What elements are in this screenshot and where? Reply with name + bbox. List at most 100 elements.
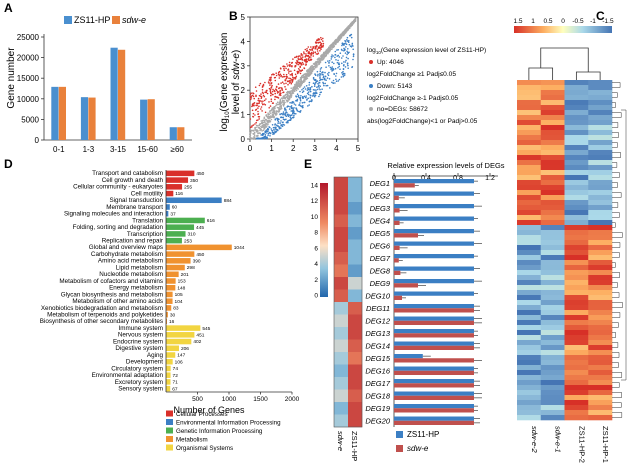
c-heatmap-cell-228 [517,365,542,371]
b-point-1099 [352,21,355,23]
c-heatmap-cell-258 [564,400,589,406]
b-point-792 [299,76,302,79]
b-point-1444 [261,102,263,104]
c-row-dendro-10 [612,182,618,188]
b-point-1040 [302,75,305,77]
b-point-1198 [249,93,252,96]
c-heatmap-cell-207 [588,335,613,341]
b-point-903 [307,70,309,73]
b-point-1395 [298,69,301,71]
d-legend-label-0: Cellular Processes [176,411,228,418]
c-heatmap-cell-102 [564,205,589,211]
b-point-1445 [269,105,272,107]
c-heatmap-cell-41 [540,130,565,136]
b-point-309 [259,129,261,132]
panel-a-legend: ZS11-HP sdw-e [64,15,146,25]
b-point-1133 [249,98,252,101]
c-heatmap-cell-52 [517,145,542,151]
b-point-1895 [279,122,281,124]
c-heatmap-cell-76 [517,175,542,181]
b-point-1408 [279,73,282,76]
c-heatmap-cell-29 [540,115,565,121]
b-point-1857 [298,110,301,113]
b-point-1580 [334,67,337,70]
c-heatmap-cell-70 [564,165,589,171]
d-xtick-label-1: 1000 [222,396,237,403]
b-point-1330 [307,46,310,48]
legend-label-1: sdw-e [122,15,146,25]
d-value-label-11: 1044 [234,245,245,251]
b-point-2008 [267,134,269,136]
d-bar-0 [166,170,195,177]
c-row-dendro-1 [612,92,618,98]
b-point-1680 [338,62,340,64]
c-heatmap-cell-11 [588,90,613,96]
b-point-859 [251,129,254,132]
b-point-1719 [306,92,309,95]
c-column-label-3: ZS11-HP-1 [601,426,610,463]
e-category-label-6: DEG7 [370,254,391,263]
b-point-1442 [303,67,306,70]
b-point-1744 [302,87,305,90]
d-xtick-label-0: 500 [192,396,203,403]
b-point-1522 [352,58,354,61]
b-point-863 [267,115,270,117]
c-row-dendro-27 [612,352,620,358]
b-point-1510 [291,79,294,82]
d-legend-label-2: Genetic Information Processing [176,428,263,435]
c-heatmap-cell-260 [517,405,542,411]
b-point-558 [282,101,284,103]
a-ytick-label-5: 25000 [17,33,40,42]
d-legend-label-4: Organismal Systems [176,445,233,452]
b-point-1761 [336,49,338,51]
b-point-1402 [257,110,259,113]
b-point-1514 [270,77,272,79]
b-point-1664 [296,98,299,101]
b-point-1301 [253,104,255,107]
d-value-label-0: 450 [196,171,204,177]
b-point-1623 [266,129,268,131]
d-category-label-11: Global and overview maps [89,244,163,251]
d-bar-21 [166,311,168,318]
b-point-1296 [294,73,297,76]
b-point-669 [253,137,255,140]
b-point-1892 [303,101,305,104]
c-heatmap-cell-142 [564,255,589,261]
c-heatmap-cell-123 [588,230,613,236]
e-heatmap-cell-11-1 [348,314,363,328]
c-heatmap-cell-254 [564,395,589,401]
b-point-1461 [286,63,288,65]
c-heatmap-cell-159 [588,275,613,281]
c-heatmap-cell-253 [540,395,565,401]
d-bar-31 [166,379,171,385]
d-category-label-3: Cell motility [131,190,164,197]
c-heatmap-cell-231 [588,365,613,371]
c-row-dendro-29 [612,372,623,378]
b-point-1390 [319,50,321,52]
d-category-label-12: Carbohydrate metabolism [91,251,163,258]
b-point-1673 [336,61,339,64]
b-point-767 [260,122,263,125]
d-bar-32 [166,385,171,392]
b-point-1693 [319,77,321,79]
d-bar-23 [166,325,201,331]
b-point-1086 [313,67,315,70]
c-heatmap-cell-63 [588,155,613,161]
e-title: Relative expression levels of DEGs [387,161,504,170]
b-point-1678 [331,81,333,84]
b-point-1371 [290,82,293,85]
b-point-1524 [302,90,305,92]
c-heatmap-cell-241 [540,380,565,386]
d-bar-15 [166,271,179,278]
b-point-1519 [266,92,269,95]
c-heatmap-cell-58 [564,150,589,156]
b-point-813 [275,104,277,107]
b-point-1247 [297,68,300,70]
b-point-1774 [264,134,267,136]
c-heatmap-cell-148 [517,265,542,271]
b-point-1948 [346,63,349,65]
b-point-1940 [301,91,304,94]
b-point-1244 [288,61,291,64]
b-point-1007 [344,29,346,32]
e-heatmap-cell-17-0 [334,389,349,403]
